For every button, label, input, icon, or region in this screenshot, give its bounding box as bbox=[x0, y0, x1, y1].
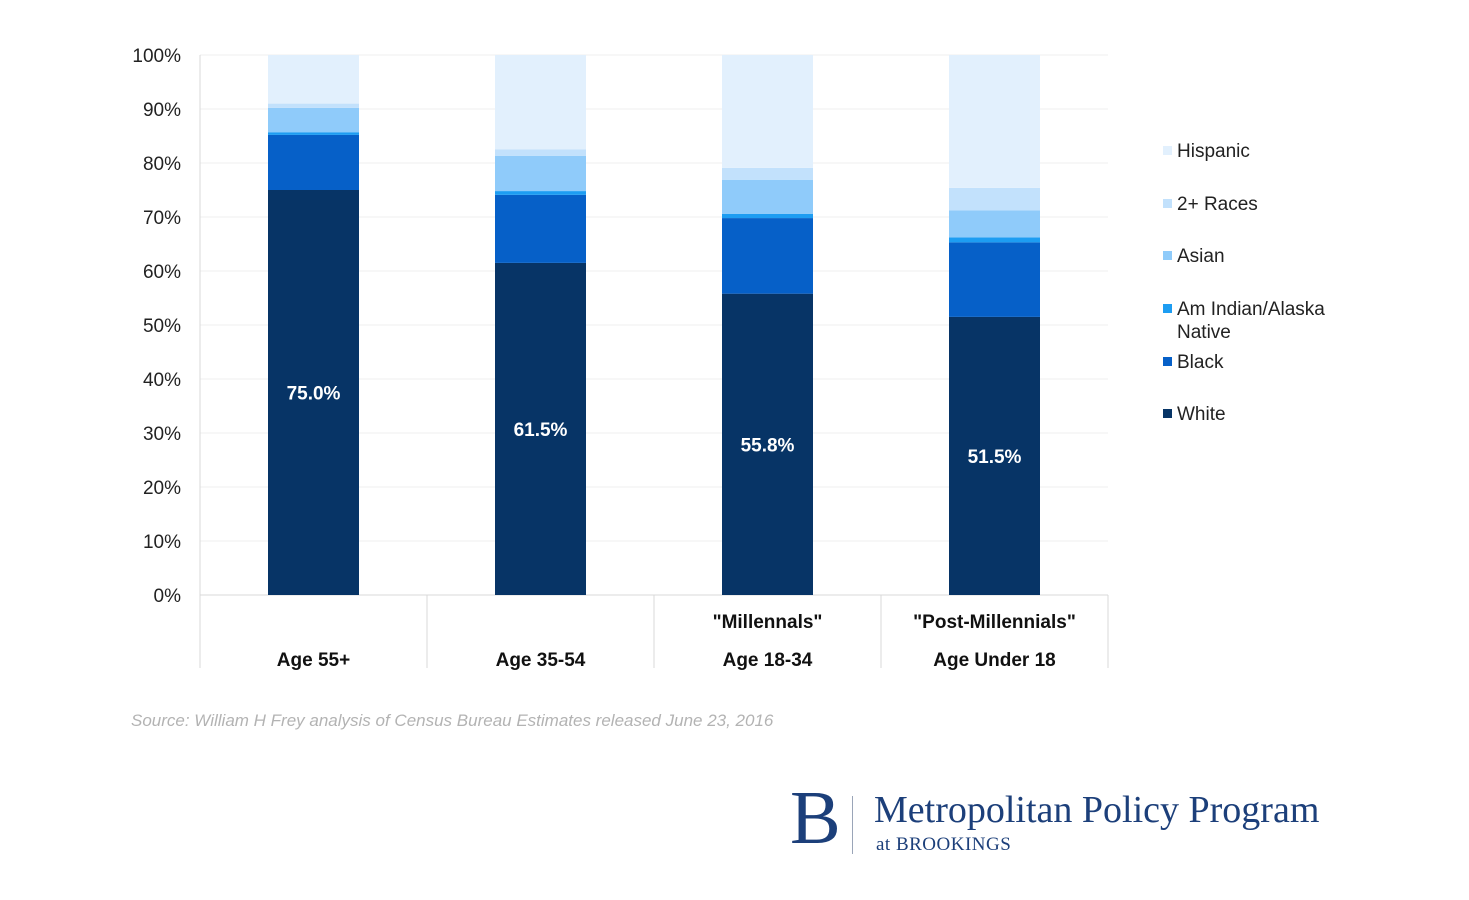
bar-segment-asian bbox=[495, 155, 586, 192]
bar-segment-2-races bbox=[949, 187, 1040, 211]
bar-segment-hispanic bbox=[268, 55, 359, 104]
bar-segment-am-indian-alaska-native bbox=[495, 191, 586, 195]
y-tick-label: 60% bbox=[143, 262, 181, 283]
x-category-label: Age Under 18 bbox=[933, 650, 1055, 671]
bar-segment-black bbox=[495, 194, 586, 263]
bar-segment-white bbox=[495, 262, 586, 595]
y-tick-label: 20% bbox=[143, 478, 181, 499]
logo-subtitle: at BROOKINGS bbox=[876, 834, 1012, 855]
bar-segment-white bbox=[268, 190, 359, 595]
bar-segment-hispanic bbox=[722, 55, 813, 168]
y-tick-label: 50% bbox=[143, 316, 181, 337]
bar-segment-asian bbox=[949, 210, 1040, 238]
legend-label: White bbox=[1177, 404, 1226, 425]
x-category-nickname: "Post-Millennials" bbox=[913, 612, 1076, 633]
y-tick-label: 90% bbox=[143, 100, 181, 121]
legend-label: 2+ Races bbox=[1177, 194, 1258, 215]
bar-segment-black bbox=[268, 134, 359, 190]
legend-swatch bbox=[1163, 304, 1172, 313]
y-tick-label: 30% bbox=[143, 424, 181, 445]
legend-swatch bbox=[1163, 357, 1172, 366]
y-tick-label: 10% bbox=[143, 532, 181, 553]
legend-label: Black bbox=[1177, 352, 1224, 373]
bar-segment-2-races bbox=[722, 167, 813, 180]
y-tick-label: 40% bbox=[143, 370, 181, 391]
data-label: 61.5% bbox=[514, 420, 568, 441]
legend-label: Asian bbox=[1177, 246, 1225, 267]
bar-segment-black bbox=[949, 242, 1040, 317]
bar-segment-white bbox=[949, 316, 1040, 595]
bar-segment-hispanic bbox=[495, 55, 586, 150]
logo-name: Metropolitan Policy Program bbox=[874, 789, 1320, 831]
data-label: 55.8% bbox=[741, 435, 795, 456]
stacked-bar-chart: 0% 10% 20% 30% 40% 50% 60% 70% 80% 90% 100% 75.0% Ag… bbox=[132, 46, 1325, 671]
y-tick-label: 0% bbox=[154, 586, 182, 607]
bar-segment-asian bbox=[268, 107, 359, 133]
bar-segment-am-indian-alaska-native bbox=[268, 132, 359, 135]
y-tick-label: 80% bbox=[143, 154, 181, 175]
logo-letter: B bbox=[790, 776, 841, 860]
bar-segment-white bbox=[722, 293, 813, 595]
x-category-label: Age 18-34 bbox=[723, 650, 813, 671]
y-tick-label: 100% bbox=[132, 46, 181, 67]
bar-segment-2-races bbox=[495, 149, 586, 156]
legend-swatch bbox=[1163, 199, 1172, 208]
legend-swatch bbox=[1163, 251, 1172, 260]
legend-swatch bbox=[1163, 409, 1172, 418]
legend-swatch bbox=[1163, 146, 1172, 155]
bar-segment-2-races bbox=[268, 103, 359, 108]
bar-segment-hispanic bbox=[949, 55, 1040, 188]
legend-label: Hispanic bbox=[1177, 141, 1250, 162]
source-note: Source: William H Frey analysis of Censu… bbox=[131, 711, 774, 730]
x-category-label: Age 35-54 bbox=[496, 650, 586, 671]
bar-segment-black bbox=[722, 218, 813, 294]
data-label: 75.0% bbox=[287, 384, 341, 405]
x-category-label: Age 55+ bbox=[277, 650, 350, 671]
legend-label: Native bbox=[1177, 322, 1231, 343]
bar-segment-am-indian-alaska-native bbox=[949, 237, 1040, 243]
y-tick-label: 70% bbox=[143, 208, 181, 229]
logo-divider bbox=[852, 796, 853, 854]
x-category-nickname: "Millennals" bbox=[713, 612, 823, 633]
bar-segment-asian bbox=[722, 179, 813, 214]
legend-label: Am Indian/Alaska bbox=[1177, 299, 1325, 320]
data-label: 51.5% bbox=[968, 447, 1022, 468]
bar-segment-am-indian-alaska-native bbox=[722, 213, 813, 219]
